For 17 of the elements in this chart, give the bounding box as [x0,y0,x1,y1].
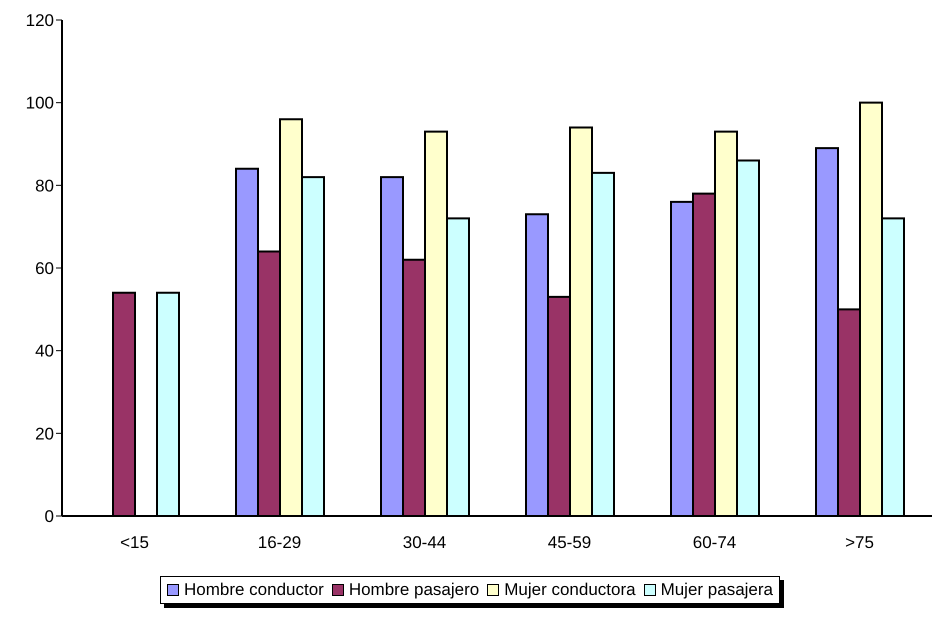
y-tick-label: 0 [44,507,54,526]
y-tick-label: 20 [35,424,54,444]
x-tick-label: 45-59 [548,533,592,552]
y-tick-label: 120 [26,11,54,30]
y-tick-label: 40 [35,342,54,361]
x-tick-label: 16-29 [258,533,302,552]
x-tick-label: 60-74 [692,533,736,552]
x-tick-label: 30-44 [402,533,446,552]
legend-label: Hombre pasajero [348,580,480,600]
legend-label: Hombre conductor [182,580,324,600]
y-tick-label: 80 [35,176,54,196]
y-tick-label: 100 [26,94,54,113]
legend-label: Mujer conductora [503,580,636,600]
legend-label: Mujer pasajera [660,580,774,600]
y-tick-label: 60 [35,259,54,278]
x-tick-label: <15 [120,533,149,552]
x-tick-label: >75 [845,533,874,552]
